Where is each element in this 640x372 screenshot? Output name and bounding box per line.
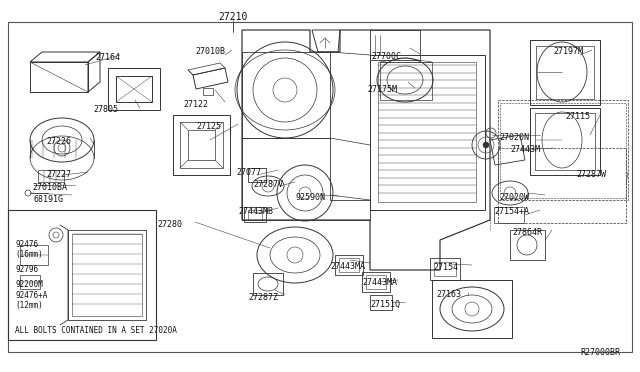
Bar — [72, 234, 142, 316]
Text: 92476
(16mm): 92476 (16mm) — [15, 240, 43, 259]
Bar — [378, 62, 476, 202]
Text: 27164: 27164 — [95, 53, 120, 62]
Bar — [430, 258, 460, 280]
Text: 27227: 27227 — [46, 170, 71, 179]
Text: 27151Q: 27151Q — [370, 300, 400, 309]
Text: 27077: 27077 — [236, 168, 261, 177]
Bar — [362, 272, 390, 292]
Bar — [500, 103, 626, 198]
Text: 92200M: 92200M — [15, 280, 43, 289]
Text: 27154: 27154 — [433, 263, 458, 272]
Bar — [8, 22, 632, 352]
Text: 27020W: 27020W — [499, 193, 529, 202]
Text: ALL BOLTS CONTAINED IN A SET 27020A: ALL BOLTS CONTAINED IN A SET 27020A — [15, 326, 177, 335]
Text: 27210: 27210 — [218, 12, 248, 22]
Bar — [203, 88, 213, 95]
Text: 27287W: 27287W — [576, 170, 606, 179]
Bar — [38, 170, 64, 182]
Text: 27805: 27805 — [93, 105, 118, 114]
Text: 27020N: 27020N — [499, 133, 529, 142]
Bar — [434, 262, 456, 276]
Circle shape — [483, 142, 489, 148]
Text: 27010B: 27010B — [195, 47, 225, 56]
Bar — [498, 100, 628, 200]
Bar — [248, 168, 266, 182]
Bar — [253, 273, 283, 295]
Bar — [366, 275, 386, 289]
Bar — [510, 230, 545, 260]
Bar — [8, 210, 156, 340]
Text: 27226: 27226 — [46, 137, 71, 146]
Text: 68191G: 68191G — [34, 195, 64, 204]
Text: 27443MA: 27443MA — [362, 278, 397, 287]
Text: 27443MB: 27443MB — [238, 207, 273, 216]
Text: 27864R: 27864R — [512, 228, 542, 237]
Bar — [335, 255, 363, 275]
Text: 27163: 27163 — [436, 290, 461, 299]
Bar — [20, 245, 48, 265]
Bar — [20, 275, 40, 289]
Text: 27154+A: 27154+A — [494, 207, 529, 216]
Bar — [498, 148, 626, 223]
Text: 27175M: 27175M — [367, 85, 397, 94]
Text: 27010BA: 27010BA — [32, 183, 67, 192]
Bar — [248, 210, 262, 220]
Text: 27115: 27115 — [565, 112, 590, 121]
Text: R27000BR: R27000BR — [580, 348, 620, 357]
Text: 92796: 92796 — [15, 265, 38, 274]
Text: 27197M: 27197M — [553, 47, 583, 56]
Bar — [370, 295, 392, 310]
Bar — [68, 230, 146, 320]
Text: 27122: 27122 — [183, 100, 208, 109]
Text: 92476+A
(12mm): 92476+A (12mm) — [15, 291, 47, 310]
Bar — [244, 207, 266, 222]
Text: 27700C: 27700C — [371, 52, 401, 61]
Text: 92590N: 92590N — [295, 193, 325, 202]
Bar — [370, 55, 485, 210]
Bar — [339, 258, 359, 272]
Text: 27125: 27125 — [196, 122, 221, 131]
Bar — [432, 280, 512, 338]
Text: 27287V: 27287V — [253, 180, 283, 189]
Text: 27280: 27280 — [157, 220, 182, 229]
Text: 27443MA: 27443MA — [330, 262, 365, 271]
Text: 27443M: 27443M — [510, 145, 540, 154]
Bar — [494, 207, 524, 223]
Text: 27287Z: 27287Z — [248, 293, 278, 302]
